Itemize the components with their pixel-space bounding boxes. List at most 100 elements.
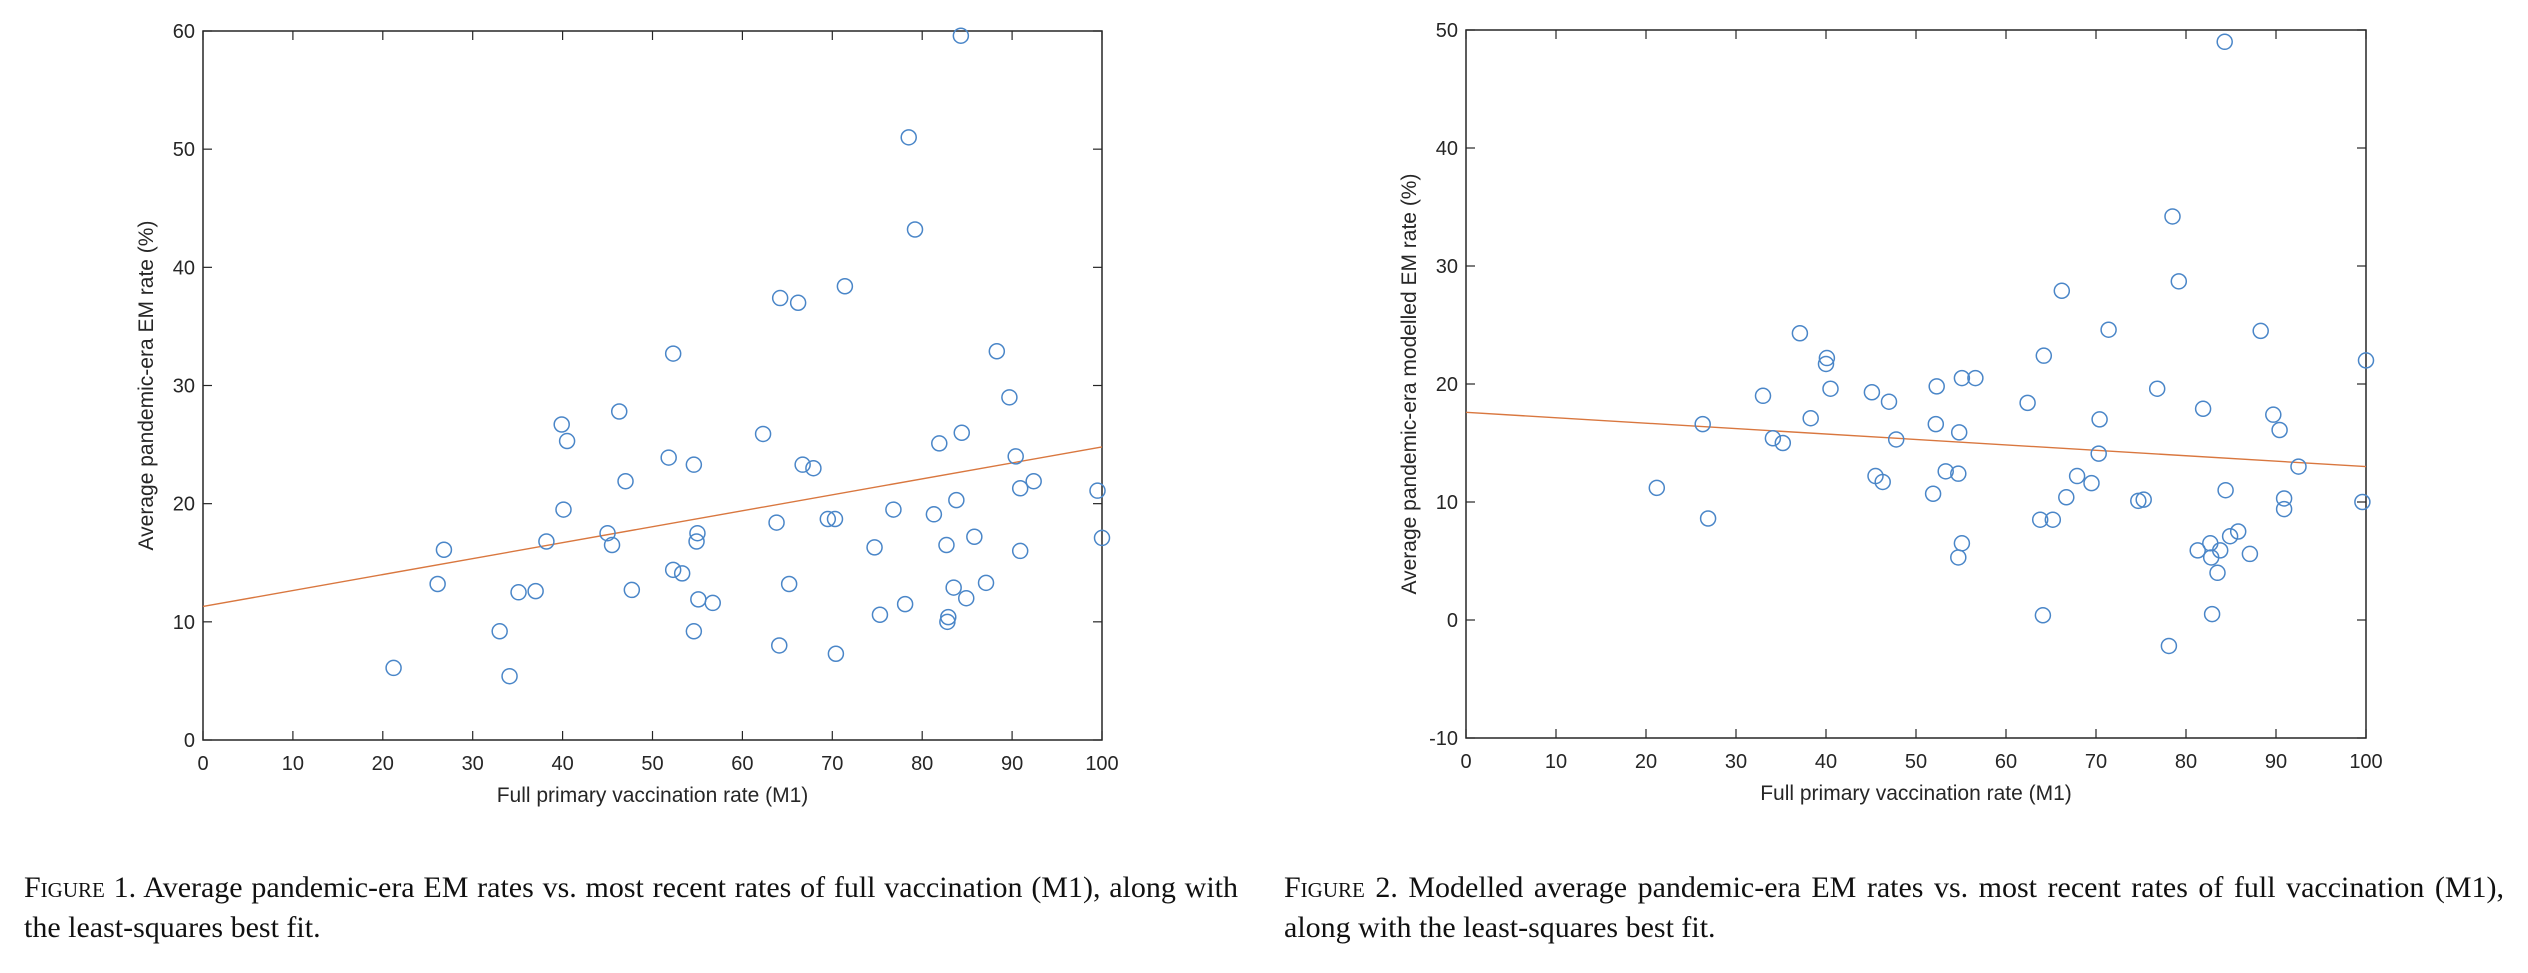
chart-figure-2: 0 10 20 30 40 50 60 70 80 90 100-1001020304050Full…	[1398, 20, 2383, 805]
data-point	[689, 524, 706, 542]
x-tick-label: 70	[821, 753, 843, 775]
x-tick-label: 80	[2175, 751, 2197, 773]
y-tick-label: 20	[1436, 374, 1458, 396]
data-point	[1937, 463, 1954, 480]
data-point	[429, 575, 446, 593]
x-tick-label: 60	[731, 753, 753, 775]
data-point	[2229, 523, 2247, 540]
data-point	[664, 561, 682, 579]
data-point	[2091, 411, 2108, 428]
data-point	[690, 591, 707, 608]
x-tick-label: 90	[1001, 753, 1023, 775]
x-tick-label: 0	[197, 753, 208, 775]
data-point	[610, 403, 628, 420]
y-tick-label: 0	[1447, 610, 1458, 632]
data-point	[938, 536, 955, 554]
data-point	[871, 606, 889, 623]
x-tick-label: 100	[1085, 753, 1118, 775]
data-point	[1011, 480, 1029, 497]
data-point	[2034, 607, 2052, 624]
data-point	[2083, 474, 2100, 492]
data-point	[673, 565, 691, 582]
caption-text: Average pandemic-era EM rates vs. most r…	[24, 871, 1238, 944]
chart-figure-1: 0 10 20 30 40 50 60 70 80 90 100 0 10 20 30 40 50 60 Full …	[135, 21, 1119, 807]
data-point	[1093, 529, 1111, 547]
data-point	[805, 459, 822, 477]
data-point	[2221, 527, 2239, 545]
data-point	[2209, 564, 2226, 582]
data-point	[2068, 467, 2086, 485]
x-tick-label: 80	[911, 753, 933, 775]
data-point	[931, 435, 948, 452]
x-tick-label: 10	[1545, 751, 1567, 773]
data-point	[1791, 325, 1809, 342]
data-point	[2164, 208, 2181, 225]
data-point	[1953, 535, 1971, 552]
y-axis-label: Average pandemic-era modelled EM rate (%…	[1398, 174, 1421, 595]
data-point	[2090, 445, 2107, 462]
x-axis-label: Full primary vaccination rate (M1)	[1760, 782, 2072, 805]
data-point	[1950, 465, 1967, 482]
data-point	[1699, 510, 1717, 527]
data-point	[977, 574, 995, 592]
data-point	[1887, 431, 1905, 448]
data-point	[2189, 542, 2206, 559]
x-tick-label: 60	[1995, 751, 2017, 773]
data-point	[2035, 347, 2053, 364]
data-point	[939, 613, 956, 631]
data-point	[771, 289, 789, 307]
x-axis-label: Full primary vaccination rate (M1)	[497, 784, 809, 807]
data-point	[538, 533, 555, 550]
data-point	[2203, 605, 2221, 623]
data-point	[1001, 389, 1018, 406]
data-point	[558, 432, 576, 450]
data-point	[925, 506, 943, 523]
data-point	[1924, 485, 1942, 502]
data-point	[819, 510, 837, 528]
y-tick-label: 40	[173, 257, 195, 279]
x-tick-label: 50	[641, 753, 663, 775]
data-point	[1953, 369, 1971, 387]
data-point	[1818, 349, 1836, 367]
data-point	[2130, 492, 2147, 510]
data-point	[1927, 415, 1945, 433]
x-tick-label: 10	[282, 753, 304, 775]
data-point	[617, 472, 634, 490]
data-point	[945, 579, 962, 596]
data-point	[510, 584, 527, 601]
data-point	[2216, 33, 2233, 51]
caption-figure-2: Figure 2. Modelled average pandemic-era …	[1284, 868, 2504, 948]
data-point	[2053, 282, 2071, 300]
data-point	[664, 345, 682, 362]
data-point	[2100, 321, 2117, 338]
data-point	[900, 129, 917, 146]
x-tick-label: 100	[2349, 751, 2382, 773]
x-tick-label: 20	[372, 753, 394, 775]
best-fit-line	[202, 446, 1103, 608]
data-point	[2170, 273, 2188, 290]
data-point	[1802, 409, 1819, 427]
data-point	[988, 342, 1006, 360]
y-axis-label: Average pandemic-era EM rate (%)	[135, 221, 158, 551]
data-point	[827, 645, 845, 662]
data-point	[501, 667, 518, 685]
data-point	[2271, 421, 2288, 439]
data-point	[385, 659, 402, 677]
data-point	[1950, 424, 1968, 441]
y-tick-label: 10	[173, 612, 195, 634]
data-point	[826, 510, 844, 528]
x-tick-label: 40	[551, 753, 573, 775]
caption-label: Figure 2.	[1284, 871, 1398, 904]
data-point	[771, 637, 788, 654]
data-point	[2354, 493, 2371, 511]
y-tick-label: 30	[173, 376, 195, 398]
data-point	[491, 623, 508, 640]
data-point	[789, 294, 807, 312]
data-point	[836, 277, 854, 295]
data-point	[896, 595, 914, 613]
data-point	[553, 416, 570, 433]
data-point	[794, 456, 811, 473]
data-point	[688, 533, 705, 550]
y-tick-label: -10	[1429, 728, 1458, 750]
data-point	[2160, 637, 2178, 655]
